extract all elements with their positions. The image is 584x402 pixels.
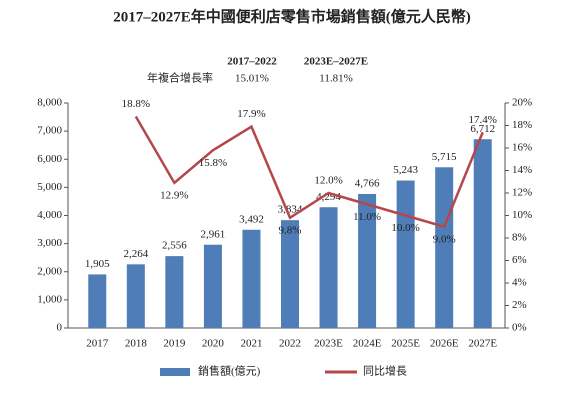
y-tick-label: 0 <box>57 322 63 334</box>
line-value-label: 12.0% <box>314 175 342 187</box>
y-tick-label: 5,000 <box>37 181 62 193</box>
cagr-value: 11.81% <box>319 73 353 85</box>
y-tick-label: 4,000 <box>37 209 62 221</box>
cagr-value: 15.01% <box>235 73 269 85</box>
bar-value-label: 2,264 <box>123 248 148 260</box>
line-value-label: 15.8% <box>199 157 227 169</box>
x-tick-label: 2025E <box>391 338 420 350</box>
line-value-label: 9.0% <box>433 233 456 245</box>
y-tick-label: 8,000 <box>37 97 62 109</box>
line <box>134 115 484 229</box>
x-tick-label: 2019 <box>163 338 186 350</box>
cagr-period: 2017–2022 <box>227 56 277 68</box>
legend-label: 同比增長 <box>363 364 407 378</box>
x-tick-label: 2024E <box>353 338 382 350</box>
y2-tick-label: 8% <box>512 232 527 244</box>
x-tick-label: 2018 <box>125 338 148 350</box>
bar <box>242 229 261 328</box>
chart-title: 2017–2027E年中國便利店零售市場銷售額(億元人民幣) <box>113 7 471 25</box>
line-value-label: 12.9% <box>160 189 188 201</box>
bar <box>435 167 454 328</box>
y2-tick-label: 16% <box>512 142 532 154</box>
line-value-label: 11.0% <box>353 211 381 223</box>
x-tick-label: 2020 <box>202 338 225 350</box>
bar <box>473 139 492 328</box>
y-tick-label: 2,000 <box>37 265 62 277</box>
bar-value-label: 2,961 <box>201 228 226 240</box>
bar <box>396 180 415 328</box>
bar-value-label: 1,905 <box>85 258 110 270</box>
line-value-label: 18.8% <box>122 98 150 110</box>
cagr-period: 2023E–2027E <box>304 56 368 68</box>
bar-value-label: 5,715 <box>432 151 457 163</box>
bar-value-label: 3,492 <box>239 213 264 225</box>
y2-tick-label: 20% <box>512 97 532 109</box>
legend-swatch <box>160 368 190 376</box>
bar <box>126 264 145 328</box>
line-value-label: 17.9% <box>237 108 265 120</box>
y-tick-label: 6,000 <box>37 153 62 165</box>
legend-label: 銷售額(億元) <box>198 364 261 378</box>
y2-tick-label: 14% <box>512 164 532 176</box>
bar-value-label: 4,766 <box>355 177 380 189</box>
line-value-label: 17.4% <box>469 114 497 126</box>
bar <box>281 220 299 328</box>
cagr-label: 年複合增長率 <box>147 71 213 85</box>
bar <box>319 207 338 328</box>
y2-tick-label: 10% <box>512 209 532 221</box>
y2-tick-label: 2% <box>512 299 527 311</box>
bar <box>203 244 222 328</box>
x-tick-label: 2021 <box>240 338 262 350</box>
bar-value-label: 6,712 <box>470 123 495 135</box>
y2-tick-label: 12% <box>512 187 532 199</box>
x-tick-label: 2017 <box>86 338 109 350</box>
x-tick-label: 2027E <box>468 338 497 350</box>
bar-value-label: 5,243 <box>393 164 418 176</box>
x-tick-label: 2026E <box>430 338 459 350</box>
y-tick-label: 7,000 <box>37 125 62 137</box>
y2-tick-label: 0% <box>512 322 527 334</box>
bar <box>165 256 184 328</box>
line-value-label: 10.0% <box>391 222 419 234</box>
y-tick-label: 3,000 <box>37 237 62 249</box>
bar-value-label: 2,556 <box>162 240 187 252</box>
y2-tick-label: 6% <box>512 254 527 266</box>
line-value-label: 9.8% <box>279 224 302 236</box>
x-tick-label: 2023E <box>314 338 343 350</box>
x-tick-label: 2022 <box>279 338 301 350</box>
y2-tick-label: 4% <box>512 277 527 289</box>
y2-tick-label: 18% <box>512 119 532 131</box>
bar-value-label: 3,834 <box>278 204 303 216</box>
bar <box>358 193 377 328</box>
bar <box>88 274 107 328</box>
y-tick-label: 1,000 <box>37 293 62 305</box>
